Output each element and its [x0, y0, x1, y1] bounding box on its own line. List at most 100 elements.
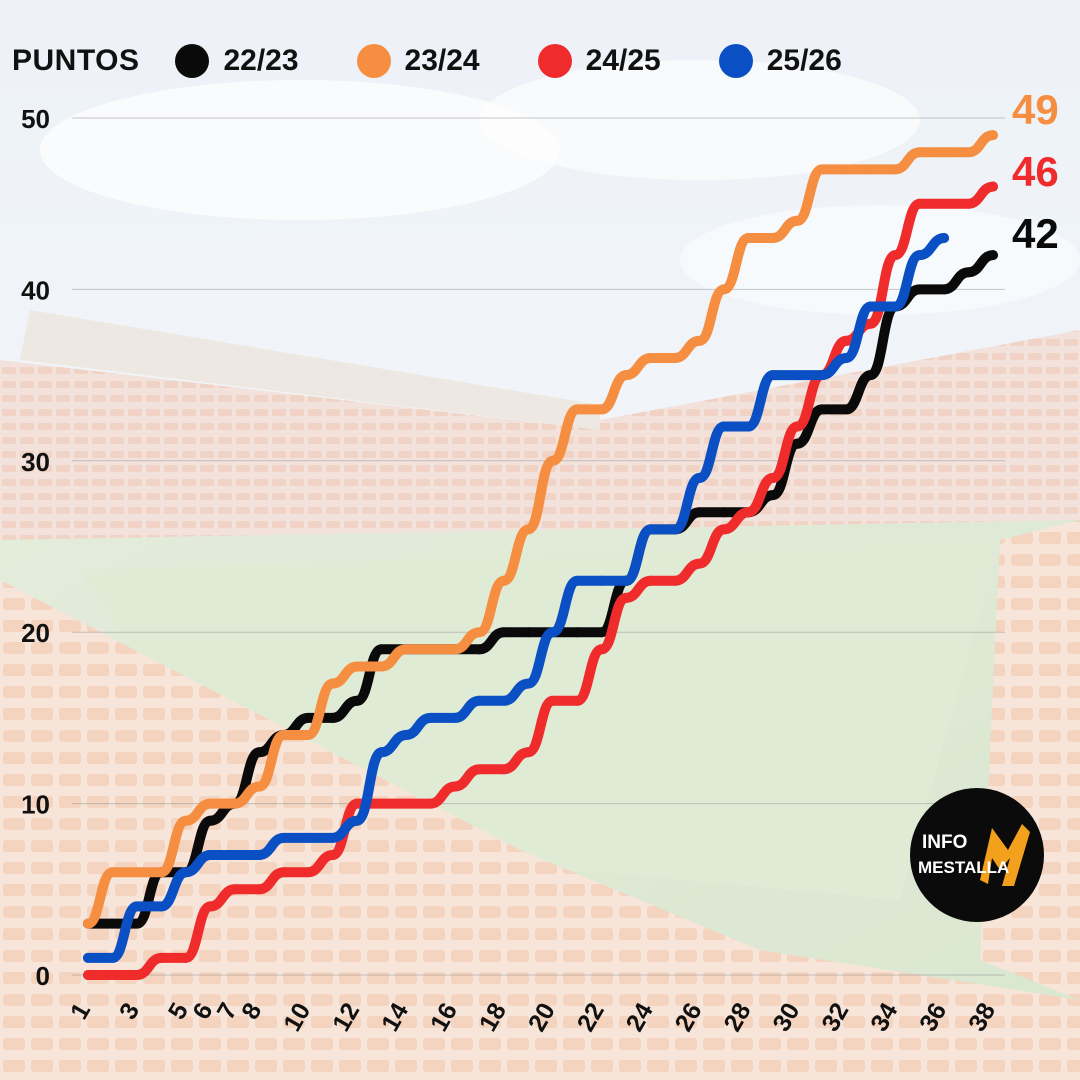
point-24-25-j3 — [131, 970, 142, 980]
point-23-24-j29 — [767, 232, 778, 243]
point-23-24-j33 — [865, 164, 876, 175]
point-23-24-j7 — [229, 798, 240, 809]
point-25-26-j11 — [327, 832, 338, 843]
end-label-23-24: 49 — [1012, 86, 1059, 133]
point-25-26-j13 — [376, 747, 387, 758]
point-23-24-j12 — [352, 661, 363, 672]
point-23-24-j2 — [107, 867, 118, 878]
x-tick-label: 8 — [236, 998, 267, 1024]
point-25-26-j1 — [83, 952, 93, 963]
point-25-26-j31 — [816, 370, 827, 381]
point-25-26-j15 — [425, 712, 436, 723]
point-25-26-j35 — [914, 250, 925, 261]
point-25-26-j24 — [645, 524, 656, 535]
point-23-24-j32 — [841, 164, 852, 175]
x-tick-label: 18 — [474, 998, 512, 1036]
point-24-25-j27 — [718, 524, 729, 535]
point-22-23-j31 — [816, 404, 827, 415]
point-24-25-j6 — [205, 901, 216, 912]
point-22-23-j17 — [474, 644, 485, 655]
point-23-24-j25 — [670, 352, 681, 363]
point-24-25-j23 — [621, 592, 632, 603]
x-tick-label: 28 — [718, 998, 756, 1036]
point-24-25-j35 — [914, 198, 925, 209]
point-23-24-j16 — [449, 644, 460, 655]
point-25-26-j33 — [865, 301, 876, 312]
point-24-25-j26 — [694, 558, 705, 569]
point-25-26-j12 — [352, 815, 363, 826]
point-24-25-j2 — [107, 970, 118, 980]
series-line-25-26 — [83, 233, 950, 963]
point-24-25-j18 — [498, 764, 509, 775]
y-tick-label: 0 — [36, 961, 50, 991]
legend-label-24-25: 24/25 — [585, 44, 661, 77]
point-24-25-j16 — [449, 781, 460, 792]
point-25-26-j2 — [107, 952, 118, 963]
point-24-25-j10 — [303, 867, 314, 878]
point-23-24-j9 — [278, 730, 289, 741]
point-22-23-j29 — [767, 490, 778, 501]
point-24-25-j4 — [156, 952, 167, 963]
legend-label-25-26: 25/26 — [766, 44, 842, 77]
point-23-24-j36 — [939, 147, 950, 158]
point-22-23-j26 — [694, 507, 705, 518]
point-22-23-j37 — [963, 267, 974, 278]
x-tick-label: 20 — [523, 998, 561, 1036]
x-tick-label: 38 — [963, 998, 1001, 1036]
point-23-24-j18 — [498, 575, 509, 586]
point-23-24-j15 — [425, 644, 436, 655]
end-label-22-23: 42 — [1012, 210, 1059, 257]
point-25-26-j34 — [890, 301, 901, 312]
x-tick-label: 10 — [278, 998, 316, 1036]
point-22-23-j19 — [523, 627, 534, 638]
point-24-25-j24 — [645, 575, 656, 586]
point-23-24-j37 — [963, 147, 974, 158]
logo-line-2: MESTALLA — [918, 858, 1010, 877]
series-line-23-24 — [83, 130, 998, 929]
point-25-26-j21 — [572, 575, 583, 586]
point-24-25-j9 — [278, 867, 289, 878]
point-22-23-j21 — [572, 627, 583, 638]
y-tick-label: 40 — [21, 275, 50, 305]
x-tick-label: 12 — [327, 998, 365, 1036]
end-label-24-25: 46 — [1012, 148, 1059, 195]
y-tick-label: 10 — [21, 790, 50, 820]
point-24-25-j5 — [180, 952, 191, 963]
point-25-26-j32 — [841, 352, 852, 363]
point-23-24-j26 — [694, 335, 705, 346]
point-25-26-j20 — [547, 627, 558, 638]
point-24-25-j1 — [83, 970, 93, 980]
point-25-26-j19 — [523, 678, 534, 689]
legend-dot-24-25 — [537, 44, 572, 78]
point-24-25-j34 — [890, 250, 901, 261]
point-25-26-j5 — [180, 867, 191, 878]
point-25-26-j26 — [694, 472, 705, 483]
point-24-25-j8 — [254, 884, 265, 895]
legend-dot-22-23 — [175, 44, 210, 78]
y-tick-label: 30 — [21, 447, 50, 477]
point-22-23-j3 — [131, 918, 142, 929]
point-24-25-j21 — [572, 695, 583, 706]
point-22-23-j8 — [254, 747, 265, 758]
point-22-23-j30 — [792, 438, 803, 449]
point-23-24-j22 — [596, 404, 607, 415]
x-tick-label: 30 — [767, 998, 805, 1036]
legend-label-23-24: 23/24 — [404, 44, 480, 77]
series-line-22-23 — [83, 250, 998, 929]
y-tick-label: 50 — [21, 104, 50, 134]
point-23-24-j14 — [400, 644, 411, 655]
point-23-24-j30 — [792, 215, 803, 226]
legend-item-23-24: 23/24 — [356, 44, 480, 78]
point-23-24-j11 — [327, 678, 338, 689]
point-23-24-j5 — [180, 815, 191, 826]
point-22-23-j27 — [718, 507, 729, 518]
point-25-26-j29 — [767, 370, 778, 381]
x-tick-label: 34 — [865, 998, 903, 1036]
point-25-26-j3 — [131, 901, 142, 912]
point-22-23-j36 — [939, 284, 950, 295]
point-25-26-j30 — [792, 370, 803, 381]
legend-label-22-23: 22/23 — [223, 44, 299, 77]
point-25-26-j4 — [156, 901, 167, 912]
point-23-24-j10 — [303, 730, 314, 741]
x-tick-label: 32 — [816, 998, 854, 1036]
